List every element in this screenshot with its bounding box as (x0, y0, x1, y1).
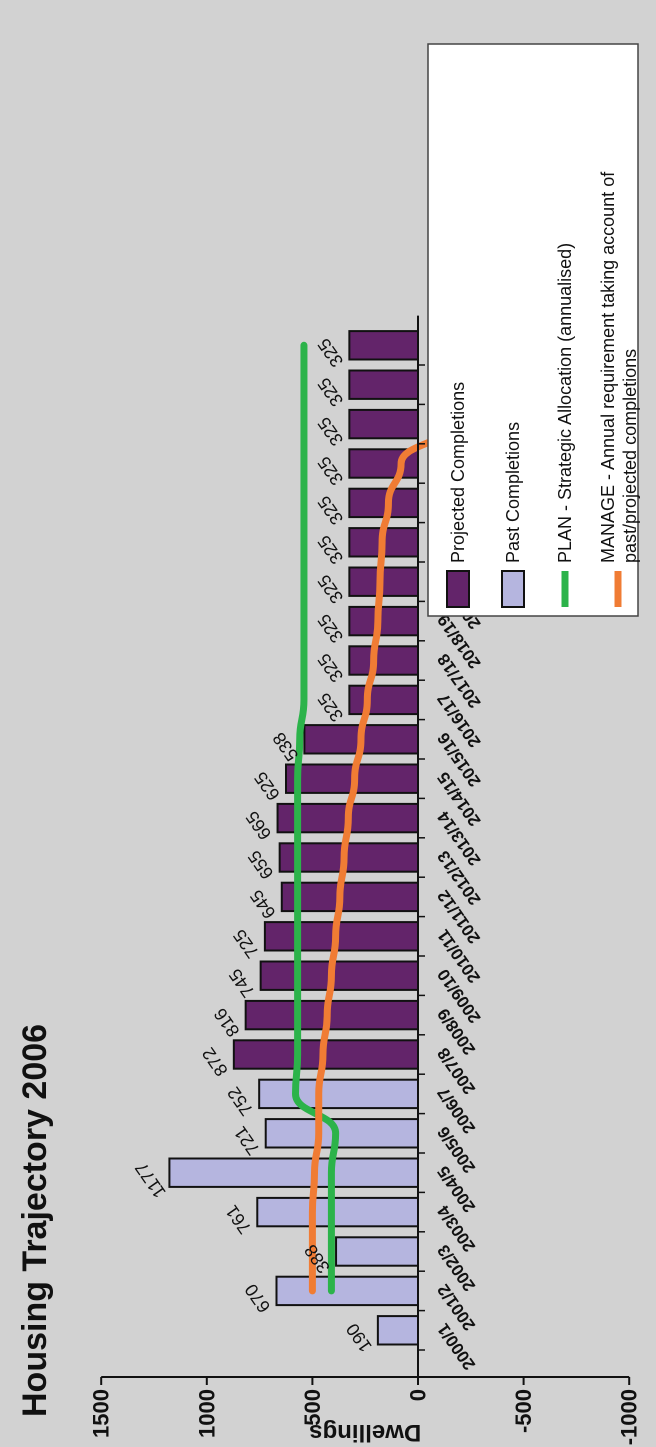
legend-label: PLAN - Strategic Allocation (annualised) (555, 243, 575, 563)
bar (280, 881, 419, 913)
value-tick-label: 1500 (89, 1389, 114, 1438)
series-line (308, 341, 574, 1295)
legend-swatch (501, 570, 525, 608)
value-tick-label: 1000 (194, 1389, 219, 1438)
bar (348, 408, 419, 440)
bar (263, 921, 419, 952)
bar (256, 1196, 419, 1228)
value-tick-label: -500 (511, 1389, 536, 1433)
legend-swatch (446, 570, 470, 608)
bar (275, 1275, 419, 1307)
bar (264, 1118, 419, 1149)
value-tick-label: 0 (406, 1389, 431, 1401)
bar (259, 960, 419, 991)
bar (244, 999, 419, 1031)
bar (168, 1157, 419, 1188)
legend-box (427, 43, 639, 617)
legend-label: Projected Completions (448, 382, 468, 563)
bar (348, 369, 419, 400)
legend-label: MANAGE - Annual requirement taking accou… (598, 171, 618, 563)
bar (348, 330, 419, 361)
legend: Projected Completions Past Completions PLA… (427, 43, 640, 617)
bar (348, 684, 419, 716)
legend-label: past/projected completions (620, 349, 640, 563)
bar (348, 645, 419, 676)
bar (335, 1236, 420, 1267)
legend-label: Past Completions (503, 422, 523, 563)
bar (348, 487, 419, 519)
bar (348, 605, 419, 637)
bar (258, 1078, 420, 1110)
y-axis-label: Dwellings (309, 1419, 421, 1446)
series-line (292, 341, 340, 1295)
value-tick-label: 500 (300, 1389, 325, 1426)
value-tick-label: -1000 (617, 1389, 642, 1445)
chart-title: Housing Trajectory 2006 (16, 1024, 54, 1417)
bar (376, 1315, 420, 1346)
lines-layer (292, 341, 574, 1295)
